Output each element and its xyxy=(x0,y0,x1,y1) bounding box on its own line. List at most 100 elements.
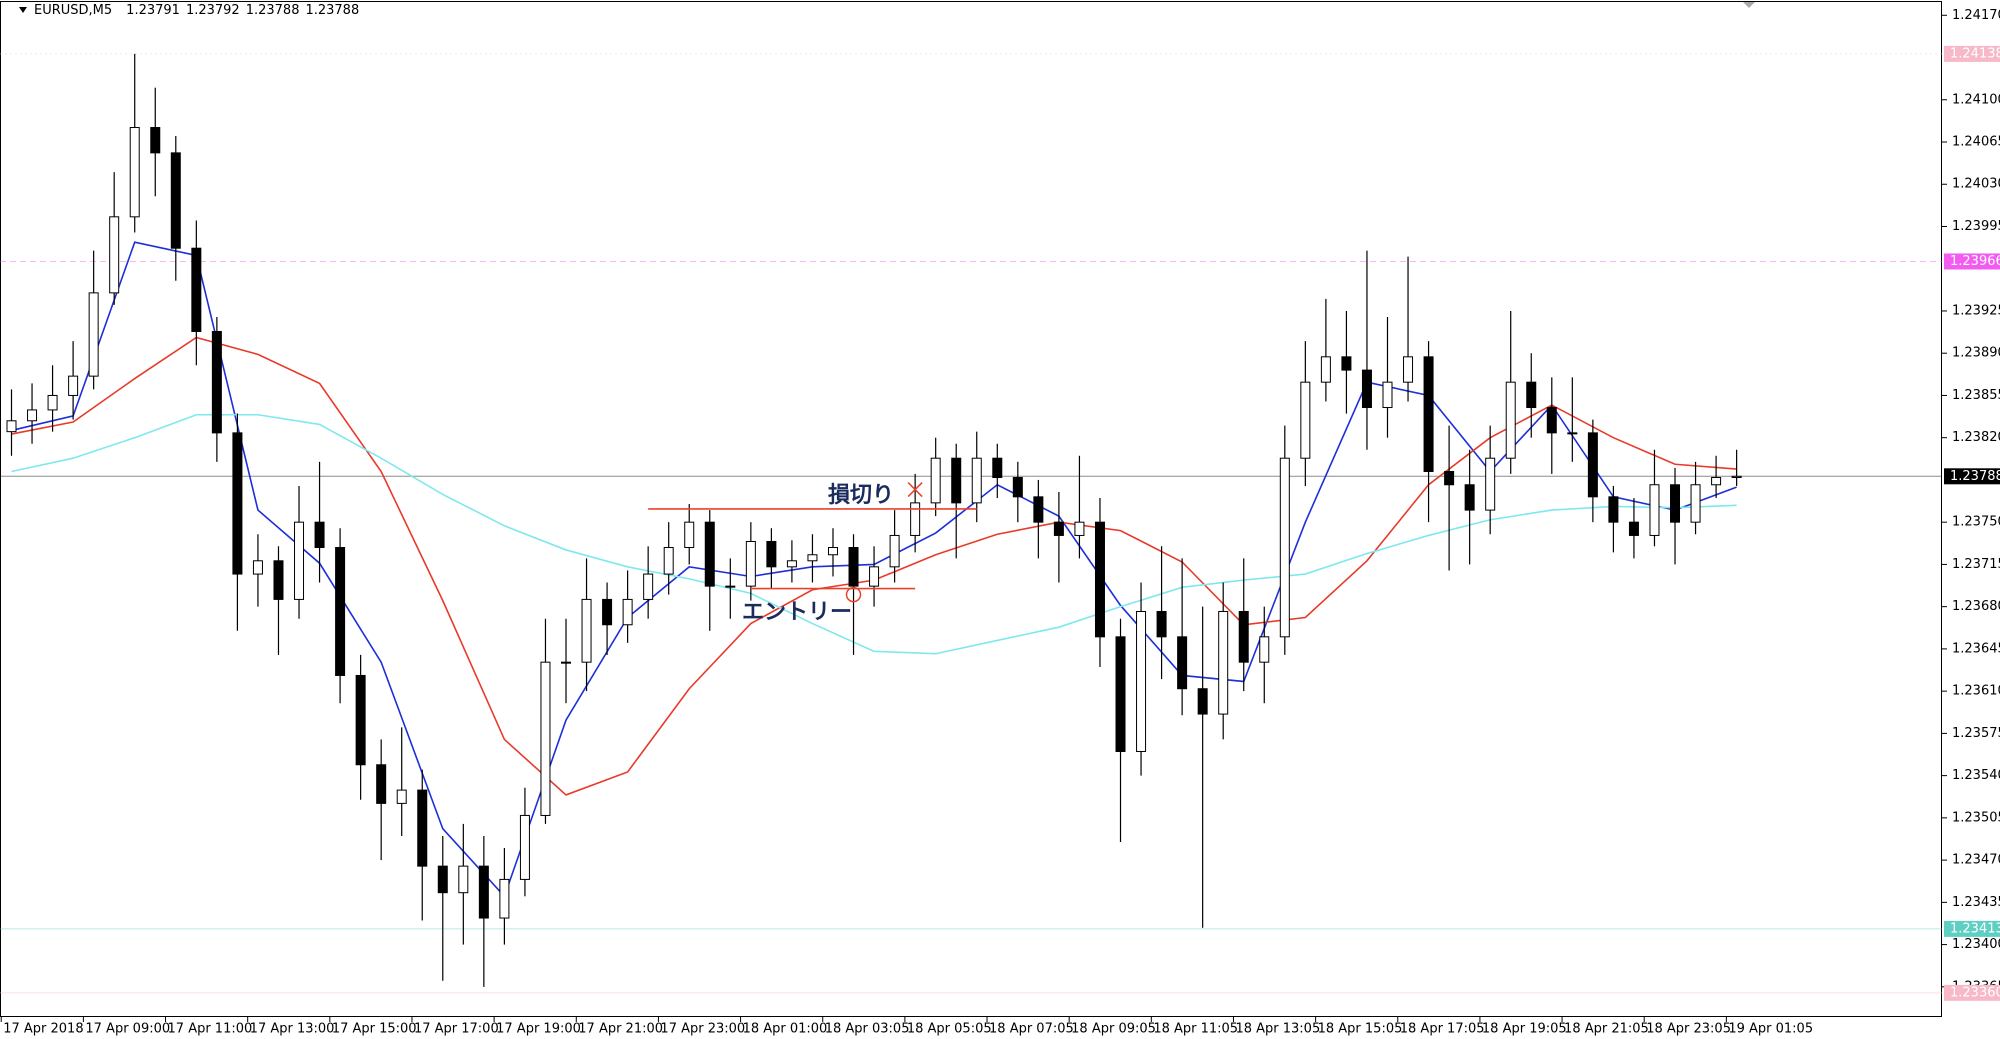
candle-body xyxy=(1403,356,1414,383)
candle-body xyxy=(1711,477,1722,486)
candle-body xyxy=(335,547,346,676)
candle-body xyxy=(561,661,572,664)
candle-body xyxy=(889,534,900,568)
x-tick-label: 18 Apr 07:05 xyxy=(989,1022,1074,1037)
x-tick-label: 18 Apr 21:05 xyxy=(1564,1022,1649,1037)
x-tick-label: 18 Apr 13:05 xyxy=(1235,1022,1320,1037)
candle-body xyxy=(1608,496,1619,523)
candle-body xyxy=(6,420,17,433)
candle-body xyxy=(1094,521,1105,638)
y-tick-label: 1.23470 xyxy=(1952,853,2000,868)
candle-body xyxy=(971,457,982,504)
y-tick-label: 1.23680 xyxy=(1952,599,2000,614)
candle-body xyxy=(1485,457,1496,511)
candle-body xyxy=(1115,636,1126,752)
candle-body xyxy=(1382,381,1393,409)
candle-body xyxy=(458,865,469,894)
x-tick-label: 17 Apr 15:00 xyxy=(332,1022,417,1037)
y-tick-label: 1.23715 xyxy=(1952,557,2000,572)
y-tick-label: 1.23750 xyxy=(1952,515,2000,530)
y-tick-label: 1.23890 xyxy=(1952,346,2000,361)
candle-body xyxy=(643,573,654,600)
candle-body xyxy=(622,598,633,626)
annotation: エントリー xyxy=(742,600,853,625)
plot-frame xyxy=(0,1,1942,1017)
candle-body xyxy=(807,554,818,562)
candle-body xyxy=(848,547,859,587)
price-label-box xyxy=(1944,920,2000,937)
price-label-box xyxy=(1944,253,2000,270)
x-tick-label: 17 Apr 09:00 xyxy=(85,1022,170,1037)
candle-body xyxy=(1320,356,1331,383)
y-tick-label: 1.23645 xyxy=(1952,641,2000,656)
x-tick-label: 17 Apr 19:00 xyxy=(496,1022,581,1037)
candle-body xyxy=(1546,407,1557,434)
candle-body xyxy=(273,560,284,600)
candle-body xyxy=(355,674,366,766)
candle-body xyxy=(1074,521,1085,536)
menu-arrow[interactable] xyxy=(18,3,28,17)
x-tick-label: 18 Apr 03:05 xyxy=(825,1022,910,1037)
symbol: EURUSD,M5 xyxy=(34,3,113,18)
candle-body xyxy=(910,502,921,536)
ohlc-value: 1.23791 xyxy=(126,3,180,18)
candle-body xyxy=(704,521,715,587)
candle-body xyxy=(1218,610,1229,715)
y-tick-label: 1.23400 xyxy=(1952,937,2000,952)
candle-body xyxy=(1053,521,1064,536)
candle-body xyxy=(478,865,489,919)
candle-body xyxy=(437,865,448,894)
candle-body xyxy=(211,330,222,434)
candle-body xyxy=(1279,457,1290,638)
x-tick-label: 18 Apr 19:05 xyxy=(1482,1022,1567,1037)
candle-body xyxy=(417,789,428,867)
candle-body xyxy=(68,375,79,396)
x-tick-label: 18 Apr 23:05 xyxy=(1646,1022,1731,1037)
candle-body xyxy=(519,814,530,880)
candle-body xyxy=(1259,636,1270,663)
candle-body xyxy=(1197,688,1208,715)
candle-body xyxy=(27,409,38,422)
candle-body xyxy=(663,547,674,575)
candle-body xyxy=(725,585,736,588)
ohlc-value: 1.23788 xyxy=(245,3,300,18)
candle-body xyxy=(1012,477,1023,498)
candle-body xyxy=(766,540,777,568)
y-tick-label: 1.23435 xyxy=(1952,895,2000,910)
candle-body xyxy=(150,127,161,154)
candle-body xyxy=(1731,475,1742,479)
ohlc-value: 1.23788 xyxy=(305,3,360,18)
price-label-box xyxy=(1944,468,2000,485)
candle-body xyxy=(396,789,407,804)
candle-body xyxy=(1690,484,1701,523)
y-tick-label: 1.23925 xyxy=(1952,303,2000,318)
candle-body xyxy=(47,394,58,411)
candle-body xyxy=(294,521,305,600)
candle-body xyxy=(1423,356,1434,472)
candle-body xyxy=(951,457,962,504)
candle-body xyxy=(930,457,941,504)
candle-body xyxy=(252,560,263,575)
price-label: 1.23788 xyxy=(1950,469,2000,484)
price-label-box xyxy=(1944,45,2000,62)
candle-body xyxy=(581,598,592,663)
x-tick-label: 18 Apr 11:05 xyxy=(1153,1022,1238,1037)
x-tick-label: 17 Apr 13:00 xyxy=(250,1022,335,1037)
y-tick-label: 1.24100 xyxy=(1952,92,2000,107)
y-tick-label: 1.23540 xyxy=(1952,768,2000,783)
shift-marker xyxy=(1743,2,1755,8)
x-tick-label: 17 Apr 11:00 xyxy=(168,1022,253,1037)
y-tick-label: 1.23820 xyxy=(1952,430,2000,445)
candle-body xyxy=(1341,356,1352,371)
candle-body xyxy=(992,457,1003,479)
candle-body xyxy=(1033,496,1044,523)
candle-body xyxy=(1628,521,1639,536)
candle-body xyxy=(129,127,140,218)
y-tick-label: 1.23995 xyxy=(1952,219,2000,234)
price-label-box xyxy=(1944,984,2000,1001)
y-tick-label: 1.23855 xyxy=(1952,388,2000,403)
candle-body xyxy=(745,540,756,587)
price-label: 1.23360 xyxy=(1950,985,2000,1000)
